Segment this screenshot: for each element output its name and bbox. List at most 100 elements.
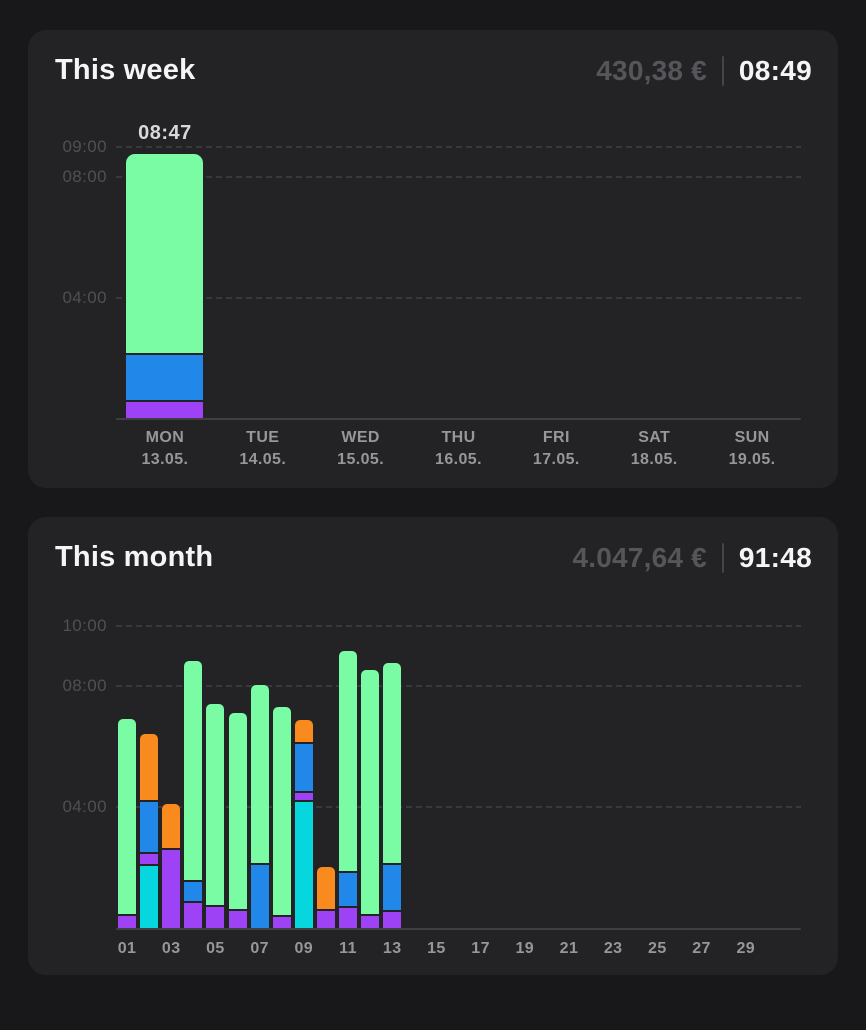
month-card-title: This month [55,541,214,573]
y-axis-label: 09:00 [62,137,107,157]
bar-segment-purple [339,908,358,928]
date-label: 17.05. [532,451,580,468]
y-axis-label: 10:00 [62,616,107,635]
bar-segment-blue [250,864,269,928]
x-axis-line [116,418,801,420]
bar-segment-green [118,719,137,916]
x-tick-label: SAT 18.05. [605,427,703,471]
y-axis-label: 08:00 [62,167,107,187]
bar-segment-purple [272,917,291,928]
date-label: 15.05. [337,451,385,468]
x-tick-label: WED 15.05. [312,427,410,471]
grid-line [116,296,801,299]
x-tick-label: 09 [294,940,314,957]
month-total-earnings: 4.047,64 € [572,541,707,573]
weekday-label: MON [145,429,185,446]
bar-segment-purple [140,854,159,866]
bar-stack[interactable] [250,684,269,928]
date-label: 13.05. [141,451,189,468]
bar-segment-green [250,684,269,865]
bar-stack[interactable] [162,804,181,928]
bar-segment-purple [316,911,335,928]
bar-segment-purple [118,915,137,928]
grid-line [116,625,801,627]
month-totals: 4.047,64 € 91:48 [573,542,812,574]
bar-stack[interactable] [383,662,402,928]
bar-stack[interactable] [184,661,203,928]
y-axis-label: 04:00 [62,287,107,307]
bar-segment-orange [316,867,335,912]
week-totals: 430,38 € 08:49 [596,55,812,87]
bar-segment-orange [294,719,313,745]
x-tick-label: MON 13.05. [116,427,214,471]
grid-line [116,685,801,688]
bar-stack[interactable] [316,867,335,928]
x-tick-label: 13 [382,940,402,957]
bar-segment-green [206,703,225,907]
month-bar-chart: 10:00 08:00 04:00 01 03 05 07 09 11 13 15 17 19 21 23 2… [28,517,838,975]
bar-stack[interactable] [126,153,204,418]
bar-segment-green [126,153,204,355]
month-total-time: 91:48 [738,541,812,573]
bar-value-label: 08:47 [138,121,192,144]
x-tick-label: FRI 17.05. [507,427,605,471]
date-label: 18.05. [630,451,678,468]
week-bar-chart: 09:00 08:00 04:00 08:47 MON 13.05. TUE 14.05. WE… [28,30,838,488]
bar-segment-green [272,706,291,918]
weekday-label: WED [341,429,380,446]
bar-segment-blue [294,744,313,794]
bar-segment-green [184,661,203,882]
grid-line [116,806,801,809]
week-total-time: 08:49 [738,54,812,86]
week-total-earnings: 430,38 € [596,54,707,86]
bar-stack[interactable] [294,719,313,928]
week-card: This week 430,38 € 08:49 09:00 08:00 04:00… [28,30,838,488]
bar-stack[interactable] [140,733,159,928]
bar-segment-purple [206,906,225,928]
date-label: 14.05. [239,451,287,468]
bar-segment-purple [162,850,181,928]
y-axis-label: 08:00 [62,676,107,696]
bar-segment-blue [126,354,204,403]
bar-segment-purple [184,903,203,928]
bar-segment-blue [339,873,358,909]
bar-stack[interactable] [206,703,225,928]
weekday-label: TUE [246,429,280,446]
x-tick-label: 23 [603,940,623,957]
bar-segment-orange [162,804,181,851]
date-label: 19.05. [728,451,776,468]
bar-segment-orange [140,733,159,802]
x-tick-label: THU 16.05. [410,427,508,471]
bar-stack[interactable] [361,670,380,928]
grid-line [116,176,801,179]
weekday-label: SAT [638,429,671,446]
month-card-header: This month 4.047,64 € 91:48 [28,517,838,574]
grid-line [116,146,801,149]
bar-segment-green [228,712,247,912]
month-card: This month 4.047,64 € 91:48 10:00 08:00 04… [28,517,838,975]
x-tick-label: 29 [736,940,756,957]
bar-stack[interactable] [339,650,358,928]
bar-stack[interactable] [228,712,247,928]
bar-segment-cyan [140,865,159,928]
x-tick-label: TUE 14.05. [214,427,312,471]
bar-segment-purple [126,402,204,418]
week-card-title: This week [55,54,196,86]
weekday-label: SUN [734,429,770,446]
bar-segment-purple [361,915,380,928]
bar-segment-blue [140,801,159,855]
time-tracking-dashboard: This week 430,38 € 08:49 09:00 08:00 04:00… [0,30,866,975]
bar-segment-purple [383,912,402,928]
bar-stack[interactable] [118,719,137,928]
bar-segment-purple [228,911,247,928]
weekday-label: THU [441,429,476,446]
week-card-header: This week 430,38 € 08:49 [28,30,838,87]
bar-stack[interactable] [272,706,291,928]
totals-divider [721,542,724,573]
x-tick-label: 05 [206,940,225,957]
x-tick-label: 25 [648,940,667,957]
bar-segment-green [339,650,358,874]
bar-segment-cyan [294,802,313,928]
x-tick-label: 27 [692,940,711,957]
x-tick-label: 21 [559,940,579,957]
